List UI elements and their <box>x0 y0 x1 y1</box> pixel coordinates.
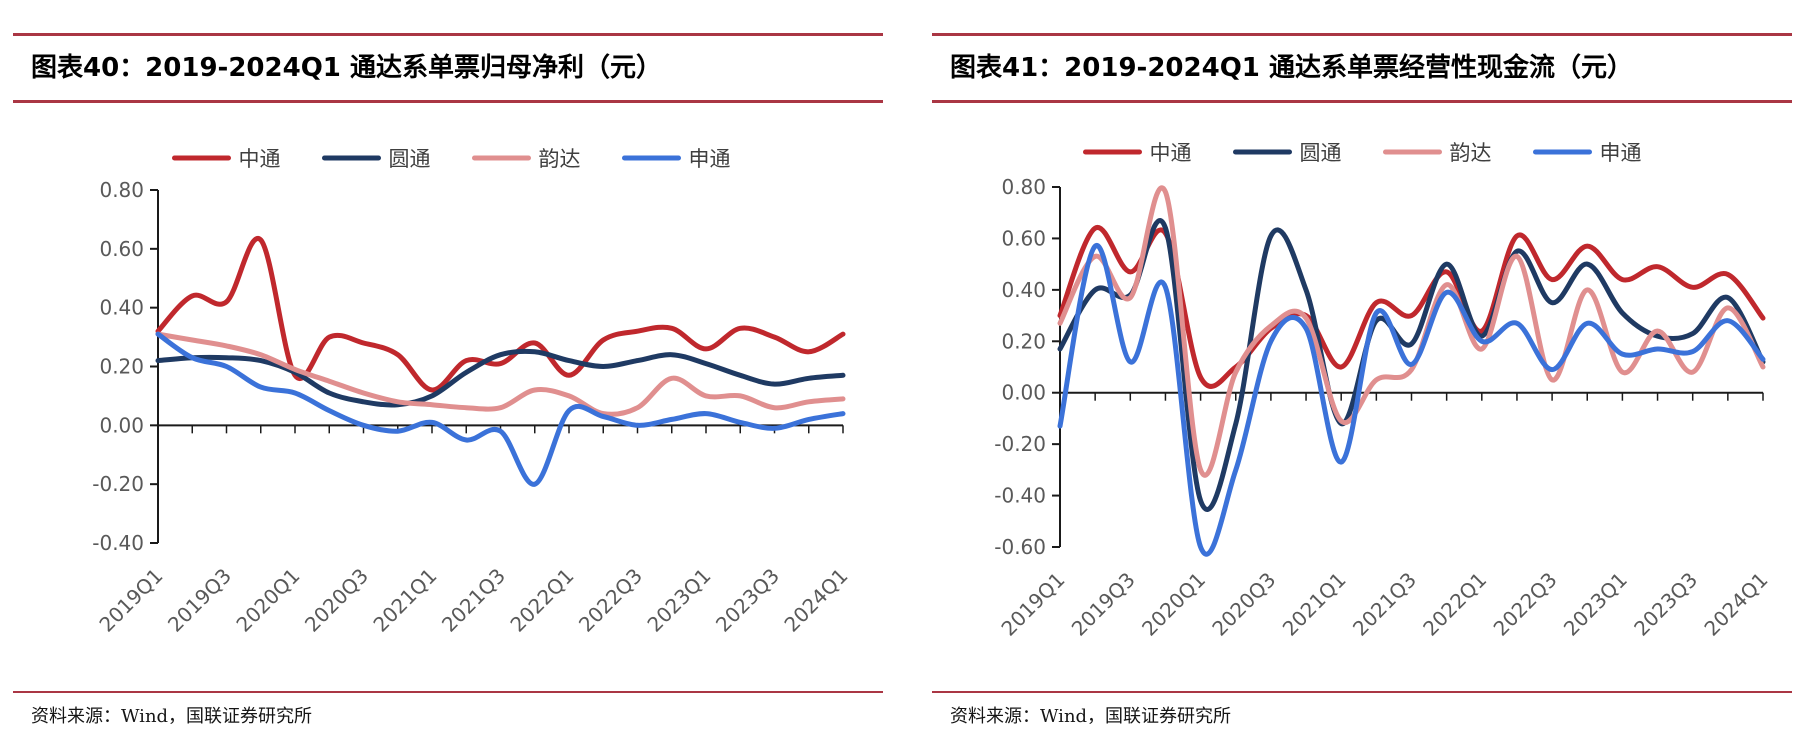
legend-label-2: 圆通 <box>389 147 431 171</box>
series-line-3 <box>1057 185 1766 478</box>
legend-label-1: 中通 <box>239 147 281 171</box>
x-tick-label: 2019Q3 <box>1067 568 1140 641</box>
series-line-1 <box>155 236 846 393</box>
x-tick-label: 2019Q3 <box>163 564 236 637</box>
legend-label-1: 中通 <box>1150 141 1192 165</box>
series-line-4 <box>155 331 846 487</box>
x-tick-label: 2021Q3 <box>1348 568 1421 641</box>
y-tick-label: -0.40 <box>994 484 1046 508</box>
title-rule-bottom <box>932 100 1792 103</box>
x-tick-label: 2019Q1 <box>94 564 167 637</box>
title-rule-bottom <box>13 100 883 103</box>
legend-label-4: 申通 <box>689 147 731 171</box>
legend-label-3: 韵达 <box>1450 141 1492 165</box>
legend-label-3: 韵达 <box>539 147 581 171</box>
y-tick-label: 0.40 <box>1001 278 1046 302</box>
x-tick-label: 2021Q1 <box>1278 568 1351 641</box>
y-tick-label: 0.60 <box>99 237 144 261</box>
y-tick-label: 0.20 <box>1001 329 1046 353</box>
x-tick-label: 2021Q1 <box>368 564 441 637</box>
y-tick-label: 0.60 <box>1001 226 1046 250</box>
figure-title: 图表41：2019-2024Q1 通达系单票经营性现金流（元） <box>950 53 1633 83</box>
source-note: 资料来源：Wind，国联证券研究所 <box>31 706 313 727</box>
y-tick-label: -0.20 <box>994 432 1046 456</box>
x-tick-label: 2020Q3 <box>300 564 373 637</box>
figure-panel-41: 图表41：2019-2024Q1 通达系单票经营性现金流（元） 资料来源：Win… <box>932 0 1792 747</box>
series-line-3 <box>155 331 846 417</box>
y-tick-label: -0.60 <box>994 535 1046 559</box>
source-rule <box>13 691 883 693</box>
x-tick-label: 2022Q3 <box>1489 568 1562 641</box>
figure-panel-40: 图表40：2019-2024Q1 通达系单票归母净利（元） 资料来源：Wind，… <box>13 0 883 747</box>
x-tick-label: 2020Q3 <box>1207 568 1280 641</box>
x-tick-label: 2020Q1 <box>1137 568 1210 641</box>
x-tick-label: 2023Q3 <box>711 564 784 637</box>
title-rule-top <box>932 33 1792 36</box>
x-tick-label: 2020Q1 <box>231 564 304 637</box>
legend-label-4: 申通 <box>1600 141 1642 165</box>
x-tick-label: 2021Q3 <box>437 564 510 637</box>
x-tick-label: 2023Q1 <box>1559 568 1632 641</box>
source-rule <box>932 691 1792 693</box>
x-tick-label: 2023Q1 <box>642 564 715 637</box>
y-tick-label: 0.00 <box>1001 381 1046 405</box>
x-tick-label: 2022Q1 <box>1418 568 1491 641</box>
y-tick-label: 0.20 <box>99 355 144 379</box>
source-note: 资料来源：Wind，国联证券研究所 <box>950 706 1232 727</box>
x-tick-label: 2022Q3 <box>574 564 647 637</box>
figure-title: 图表40：2019-2024Q1 通达系单票归母净利（元） <box>31 53 662 83</box>
x-tick-label: 2023Q3 <box>1629 568 1702 641</box>
y-tick-label: -0.40 <box>92 531 144 555</box>
series-line-2 <box>155 348 846 408</box>
y-tick-label: 0.80 <box>1001 175 1046 199</box>
x-tick-label: 2022Q1 <box>505 564 578 637</box>
y-tick-label: -0.20 <box>92 472 144 496</box>
legend-label-2: 圆通 <box>1300 141 1342 165</box>
y-tick-label: 0.40 <box>99 296 144 320</box>
x-tick-label: 2019Q1 <box>996 568 1069 641</box>
x-tick-label: 2024Q1 <box>1699 568 1772 641</box>
y-tick-label: 0.80 <box>99 178 144 202</box>
x-tick-label: 2024Q1 <box>779 564 852 637</box>
series-line-4 <box>1057 243 1766 557</box>
y-tick-label: 0.00 <box>99 413 144 437</box>
title-rule-top <box>13 33 883 36</box>
